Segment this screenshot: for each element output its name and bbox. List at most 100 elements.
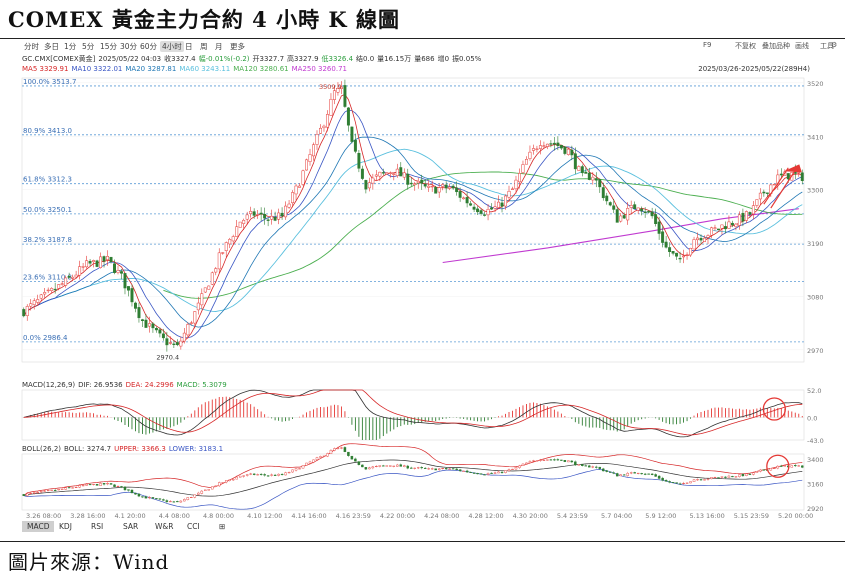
period-1[interactable]: 多日 bbox=[44, 42, 59, 51]
candle bbox=[734, 223, 738, 231]
boll-candle bbox=[563, 460, 567, 463]
period-10[interactable]: 月 bbox=[215, 42, 223, 51]
x-tick-label: 4.28 12:00 bbox=[468, 512, 503, 520]
tab-4[interactable]: W&R bbox=[155, 522, 174, 531]
boll-candle bbox=[560, 459, 563, 461]
boll-candle-body bbox=[528, 461, 532, 463]
boll-candle-body bbox=[364, 467, 368, 470]
boll-candle bbox=[315, 456, 319, 461]
candle-body bbox=[395, 168, 399, 176]
candle-body bbox=[378, 171, 382, 177]
toolbar-right-0[interactable]: F9 bbox=[703, 41, 712, 49]
candle bbox=[249, 206, 253, 218]
boll-candle-body bbox=[706, 478, 710, 480]
candle bbox=[388, 171, 392, 178]
period-2[interactable]: 1分 bbox=[64, 42, 77, 51]
toolbar-right-3[interactable]: 画线 bbox=[795, 42, 809, 50]
toolbar-right-5[interactable]: ⚙ bbox=[831, 41, 838, 49]
candle-body bbox=[133, 302, 137, 309]
candle-body bbox=[116, 270, 120, 273]
tab-6[interactable]: ⊞ bbox=[219, 522, 226, 531]
candle bbox=[165, 331, 169, 352]
period-8[interactable]: 日 bbox=[185, 42, 193, 51]
toolbar-right-2[interactable]: 叠加品种 bbox=[762, 42, 790, 50]
candle-body bbox=[730, 222, 734, 226]
candle-body bbox=[755, 199, 759, 206]
quote-field: 振0.05% bbox=[452, 55, 482, 63]
candle bbox=[504, 194, 507, 210]
boll-candle bbox=[350, 455, 354, 460]
boll-candle-body bbox=[162, 499, 165, 501]
candle bbox=[751, 201, 755, 220]
boll-candle-body bbox=[476, 473, 479, 475]
boll-candle-body bbox=[123, 486, 127, 491]
quote-field: 增0 bbox=[437, 55, 450, 63]
candle-body bbox=[451, 185, 455, 189]
boll-candle-body bbox=[385, 465, 389, 467]
boll-candle bbox=[668, 480, 671, 484]
boll-candle bbox=[511, 468, 514, 470]
boll-candle bbox=[162, 498, 165, 501]
period-6[interactable]: 60分 bbox=[140, 42, 158, 51]
period-4[interactable]: 15分 bbox=[100, 42, 118, 51]
period-3[interactable]: 5分 bbox=[82, 42, 95, 51]
tab-1[interactable]: KDJ bbox=[59, 522, 72, 531]
period-5[interactable]: 30分 bbox=[120, 42, 138, 51]
boll-candle-body bbox=[273, 474, 277, 476]
candle bbox=[67, 272, 71, 279]
candle-body bbox=[266, 219, 270, 221]
candle-body bbox=[92, 260, 96, 263]
period-11[interactable]: 更多 bbox=[230, 42, 245, 51]
boll-candle bbox=[416, 466, 420, 470]
boll-candle-body bbox=[727, 475, 731, 478]
candle-body bbox=[50, 288, 54, 291]
boll-candle-body bbox=[284, 472, 287, 476]
tab-0[interactable]: MACD bbox=[22, 521, 55, 532]
y-tick-label: 3080 bbox=[807, 293, 824, 301]
boll-candle-body bbox=[581, 464, 584, 466]
boll-candle-body bbox=[661, 477, 664, 481]
boll-candle bbox=[259, 472, 263, 476]
boll-candle-body bbox=[546, 459, 549, 461]
boll-candle bbox=[169, 500, 172, 503]
boll-label: BOLL(26,2) BOLL: 3274.7 UPPER: 3366.3 LOWER… bbox=[22, 445, 226, 453]
boll-candle bbox=[266, 475, 270, 477]
period-0[interactable]: 分时 bbox=[24, 42, 39, 51]
candle-body bbox=[566, 148, 570, 155]
candle bbox=[716, 228, 720, 231]
chart-panel[interactable]: 分时 多日 1分 5分 15分 30分 60分 4小时日周月更多 F9 不复权 叠加品种 画线 工具 ⚙ … bbox=[20, 40, 840, 536]
candle bbox=[444, 181, 448, 194]
boll-candle-body bbox=[57, 488, 60, 491]
boll-candle-body bbox=[245, 474, 249, 476]
candle bbox=[626, 202, 630, 225]
toolbar-right-1[interactable]: 不复权 bbox=[735, 42, 756, 50]
candle-body bbox=[25, 306, 29, 317]
boll-candle bbox=[127, 489, 130, 492]
boll-candle bbox=[591, 465, 595, 469]
boll-candle bbox=[85, 483, 88, 486]
tab-5[interactable]: CCI bbox=[187, 522, 200, 531]
tab-2[interactable]: RSI bbox=[91, 522, 104, 531]
boll-candle-body bbox=[148, 497, 151, 499]
boll-candle-body bbox=[434, 468, 437, 471]
boll-candle-body bbox=[794, 465, 797, 467]
period-7[interactable]: 4小时 bbox=[160, 41, 184, 52]
candle-body bbox=[605, 195, 609, 202]
candle bbox=[430, 180, 434, 192]
boll-candle-body bbox=[668, 481, 671, 483]
candle-body bbox=[423, 183, 427, 187]
trend-arrow-line-2 bbox=[770, 169, 796, 209]
boll-candle-body bbox=[319, 456, 322, 458]
boll-candle-body bbox=[176, 501, 179, 503]
toolbar-right-4[interactable]: 工具 bbox=[820, 42, 834, 50]
price-chart-svg[interactable]: 2970 3080 3190 3300 3410 3520 100.0% 3513.7 80.… bbox=[20, 40, 840, 520]
macd-dif-line bbox=[23, 389, 803, 438]
tab-3[interactable]: SAR bbox=[123, 522, 139, 531]
candle bbox=[682, 249, 686, 264]
y-tick-label: 3300 bbox=[807, 187, 824, 195]
candle-body bbox=[235, 226, 239, 237]
candle bbox=[301, 169, 305, 186]
boll-candle bbox=[755, 471, 759, 474]
boll-candle-body bbox=[179, 500, 183, 503]
period-9[interactable]: 周 bbox=[200, 42, 208, 51]
